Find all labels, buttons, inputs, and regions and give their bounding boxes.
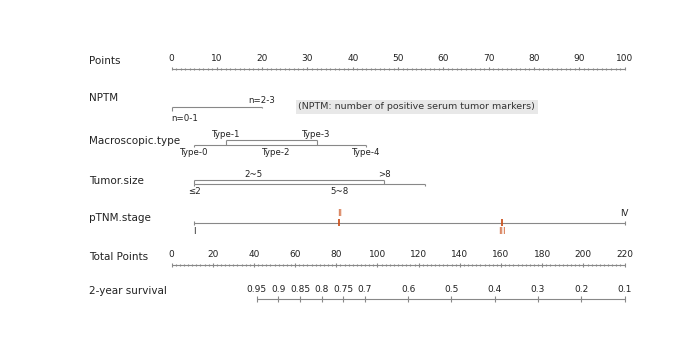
- Text: NPTM: NPTM: [89, 93, 118, 103]
- Text: 30: 30: [302, 54, 313, 63]
- Text: 80: 80: [330, 250, 342, 259]
- Text: 180: 180: [533, 250, 551, 259]
- Text: 0.3: 0.3: [531, 285, 545, 294]
- Text: 120: 120: [410, 250, 427, 259]
- Text: Points: Points: [89, 56, 120, 66]
- Text: 0.7: 0.7: [358, 285, 372, 294]
- Text: Tumor.size: Tumor.size: [89, 176, 144, 186]
- Text: 20: 20: [207, 250, 218, 259]
- Text: 60: 60: [289, 250, 301, 259]
- Text: 5~8: 5~8: [330, 187, 349, 196]
- Text: 0.75: 0.75: [333, 285, 354, 294]
- Text: 100: 100: [369, 250, 386, 259]
- Text: 160: 160: [492, 250, 510, 259]
- Text: 2-year survival: 2-year survival: [89, 286, 167, 296]
- Text: Type-4: Type-4: [352, 148, 381, 157]
- Text: 60: 60: [438, 54, 449, 63]
- Text: Macroscopic.type: Macroscopic.type: [89, 136, 180, 146]
- Text: IV: IV: [620, 209, 629, 218]
- Text: 90: 90: [573, 54, 585, 63]
- Text: n=0-1: n=0-1: [172, 114, 199, 123]
- Text: III: III: [498, 227, 506, 236]
- Text: 20: 20: [256, 54, 268, 63]
- Text: Type-3: Type-3: [302, 130, 331, 139]
- Text: (NPTM: number of positive serum tumor markers): (NPTM: number of positive serum tumor ma…: [298, 102, 536, 111]
- Text: 0.6: 0.6: [401, 285, 415, 294]
- Text: 40: 40: [347, 54, 358, 63]
- Text: ≤2: ≤2: [188, 187, 201, 196]
- Text: Type-2: Type-2: [262, 148, 290, 157]
- Text: 140: 140: [452, 250, 468, 259]
- Text: 50: 50: [392, 54, 404, 63]
- Text: Type-0: Type-0: [180, 148, 209, 157]
- Text: 0: 0: [169, 250, 174, 259]
- Text: 40: 40: [248, 250, 260, 259]
- Text: Total Points: Total Points: [89, 252, 148, 262]
- Text: 0.2: 0.2: [574, 285, 589, 294]
- Text: 0.85: 0.85: [290, 285, 310, 294]
- Text: n=2-3: n=2-3: [248, 96, 276, 105]
- Text: 0: 0: [169, 54, 174, 63]
- Text: II: II: [337, 209, 342, 218]
- Text: 0.4: 0.4: [488, 285, 502, 294]
- Text: 10: 10: [211, 54, 223, 63]
- Text: 200: 200: [575, 250, 592, 259]
- Text: 100: 100: [616, 54, 634, 63]
- Text: 0.95: 0.95: [246, 285, 267, 294]
- Text: Type-1: Type-1: [211, 130, 240, 139]
- Text: 0.1: 0.1: [617, 285, 632, 294]
- Text: I: I: [193, 227, 195, 236]
- Text: 0.9: 0.9: [271, 285, 286, 294]
- Text: 70: 70: [483, 54, 494, 63]
- Text: 220: 220: [616, 250, 633, 259]
- Text: >8: >8: [378, 170, 391, 179]
- Text: 0.5: 0.5: [444, 285, 458, 294]
- Text: 2~5: 2~5: [244, 170, 262, 179]
- Text: 80: 80: [528, 54, 540, 63]
- Text: pTNM.stage: pTNM.stage: [89, 213, 150, 223]
- Text: 0.8: 0.8: [314, 285, 329, 294]
